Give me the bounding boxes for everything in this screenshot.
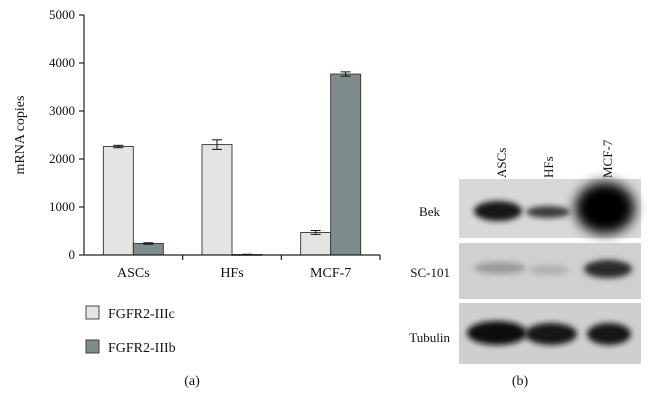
- band-sc101-mcf7: [584, 260, 632, 278]
- lane-label-ascs: ASCs: [494, 148, 509, 178]
- western-blot: ASCs HFs MCF-7 Bek SC-101 Tubulin: [409, 139, 641, 364]
- panel-label-a: (a): [184, 374, 200, 389]
- panel-label-b: (b): [512, 374, 529, 389]
- y-axis-ticks: 0 1000 2000 3000 4000 5000: [49, 7, 84, 262]
- x-axis-categories: ASCs HFs MCF-7: [117, 255, 381, 281]
- y-axis-title: mRNA copies: [13, 96, 28, 175]
- blot-label-bek: Bek: [419, 204, 440, 219]
- legend-swatch: [85, 305, 100, 320]
- bar-fgfr2-iiic-ascs: [102, 146, 134, 256]
- legend-label: FGFR2-IIIb: [108, 341, 176, 356]
- bar-fgfr2-iiic-mcf-7: [300, 231, 332, 256]
- bar-fgfr2-iiic-hfs: [201, 144, 233, 256]
- legend-label: FGFR2-IIIc: [108, 307, 175, 322]
- y-tick-label: 2000: [49, 151, 75, 166]
- legend-swatch: [85, 339, 100, 354]
- y-tick-label: 1000: [49, 199, 75, 214]
- band-sc101-ascs: [474, 262, 526, 274]
- bar-chart: mRNA copies 0 1000 2000 3000 4000 5000 ASCs HF…: [13, 7, 381, 281]
- lane-label-mcf7: MCF-7: [600, 139, 615, 178]
- bar-fgfr2-iiib-mcf-7: [330, 73, 362, 256]
- legend: FGFR2-IIIc FGFR2-IIIb: [85, 305, 176, 356]
- bar-fgfr2-iiib-ascs: [132, 243, 164, 256]
- y-tick-label: 4000: [49, 55, 75, 70]
- blot-label-sc101: SC-101: [410, 265, 450, 280]
- x-category-label: MCF-7: [310, 266, 351, 281]
- band-bek-hfs: [526, 206, 570, 218]
- lane-label-hfs: HFs: [541, 156, 556, 178]
- blot-label-tubulin: Tubulin: [409, 330, 450, 345]
- x-category-label: HFs: [220, 266, 243, 281]
- band-tubulin-hfs: [525, 323, 577, 345]
- band-tubulin-ascs: [467, 321, 527, 345]
- band-sc101-hfs: [529, 265, 569, 275]
- band-bek-mcf7: [575, 182, 635, 234]
- y-tick-label: 3000: [49, 103, 75, 118]
- band-tubulin-mcf7: [587, 323, 631, 345]
- y-tick-label: 0: [69, 247, 76, 262]
- x-category-label: ASCs: [117, 266, 150, 281]
- y-tick-label: 5000: [49, 7, 75, 22]
- bars: [102, 71, 362, 256]
- band-bek-ascs: [474, 201, 522, 221]
